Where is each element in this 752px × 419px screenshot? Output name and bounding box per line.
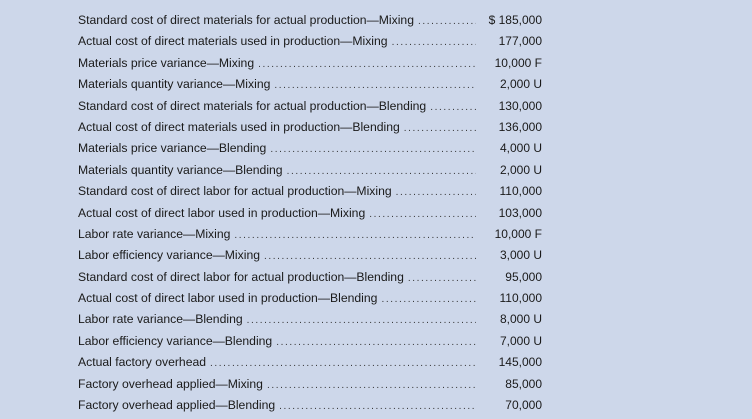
dot-leader: [264, 246, 476, 267]
row-label: Actual cost of direct materials used in …: [78, 119, 400, 134]
row-label: Factory overhead applied—Blending: [78, 398, 276, 413]
list-item: Labor efficiency variance—Blending 7,000 …: [78, 331, 542, 352]
row-amount: 130,000: [498, 98, 542, 113]
row-amount: 145,000: [498, 355, 542, 370]
row-label: Actual cost of direct materials used in …: [78, 34, 388, 49]
row-label: Standard cost of direct materials for ac…: [78, 13, 414, 27]
dot-leader: [287, 161, 476, 182]
row-label: Actual cost of direct labor used in prod…: [78, 291, 378, 306]
list-item: Standard cost of direct labor for actual…: [78, 267, 542, 288]
list-item: Standard cost of direct materials for ac…: [78, 96, 542, 117]
dot-leader: [381, 289, 476, 310]
row-label: Materials price variance—Blending: [78, 141, 267, 156]
row-amount: 4,000 U: [499, 141, 542, 156]
row-label: Materials quantity variance—Blending: [78, 162, 283, 177]
list-item: Factory overhead applied—Mixing 85,000: [78, 374, 542, 395]
row-amount: 10,000 F: [494, 226, 542, 241]
row-label: Labor rate variance—Blending: [78, 312, 243, 327]
row-amount: 103,000: [498, 205, 542, 220]
dot-leader: [430, 97, 476, 118]
row-label: Labor efficiency variance—Blending: [78, 333, 273, 348]
row-label: Standard cost of direct labor for actual…: [78, 269, 404, 284]
dot-leader: [210, 353, 476, 374]
row-amount: 3,000 U: [499, 248, 542, 263]
row-label: Factory overhead applied—Mixing: [78, 376, 263, 391]
row-amount: 110,000: [499, 184, 543, 199]
dot-leader: [392, 32, 476, 53]
row-amount: 136,000: [498, 119, 542, 134]
row-label: Actual factory overhead: [78, 355, 207, 370]
dot-leader: [396, 182, 476, 203]
row-amount: 2,000 U: [499, 77, 542, 92]
list-item: Actual cost of direct materials used in …: [78, 117, 542, 138]
row-amount: 8,000 U: [499, 312, 542, 327]
row-amount: 7,000 U: [499, 333, 542, 348]
dot-leader: [274, 75, 476, 96]
list-item: Actual cost of direct materials used in …: [78, 31, 542, 52]
row-amount: $ 185,000: [488, 13, 542, 27]
row-amount: 2,000 U: [499, 162, 542, 177]
list-item: Materials price variance—Mixing 10,000 F: [78, 53, 542, 74]
list-item: Materials price variance—Blending 4,000 U: [78, 138, 542, 159]
list-item: Actual cost of direct labor used in prod…: [78, 288, 542, 309]
row-label: Standard cost of direct materials for ac…: [78, 98, 427, 113]
list-item: Labor rate variance—Blending 8,000 U: [78, 309, 542, 330]
dot-leader: [258, 54, 476, 75]
row-label: Materials price variance—Mixing: [78, 55, 255, 70]
dot-leader: [408, 268, 476, 289]
row-amount: 85,000: [505, 376, 542, 391]
dot-leader: [234, 225, 476, 246]
dot-leader: [418, 11, 476, 32]
list-item: Standard cost of direct materials for ac…: [78, 10, 542, 31]
list-item: Materials quantity variance—Blending 2,00…: [78, 160, 542, 181]
dot-leader: [276, 332, 476, 353]
dot-leader: [270, 139, 476, 160]
cost-variance-list: Standard cost of direct materials for ac…: [78, 10, 542, 416]
list-item: Factory overhead applied—Blending 70,000: [78, 395, 542, 416]
list-item: Actual cost of direct labor used in prod…: [78, 203, 542, 224]
row-label: Materials quantity variance—Mixing: [78, 77, 271, 92]
row-amount: 110,000: [499, 291, 543, 306]
row-amount: 177,000: [498, 34, 542, 49]
list-item: Labor efficiency variance—Mixing 3,000 U: [78, 245, 542, 266]
row-label: Standard cost of direct labor for actual…: [78, 184, 392, 199]
list-item: Actual factory overhead 145,000: [78, 352, 542, 373]
dot-leader: [267, 375, 476, 396]
row-label: Labor efficiency variance—Mixing: [78, 248, 260, 263]
list-item: Materials quantity variance—Mixing 2,000 …: [78, 74, 542, 95]
row-label: Actual cost of direct labor used in prod…: [78, 205, 366, 220]
dot-leader: [279, 396, 476, 417]
row-amount: 95,000: [505, 269, 542, 284]
row-label: Labor rate variance—Mixing: [78, 226, 231, 241]
dot-leader: [247, 310, 476, 331]
row-amount: 10,000 F: [494, 55, 542, 70]
list-item: Standard cost of direct labor for actual…: [78, 181, 542, 202]
list-item: Labor rate variance—Mixing 10,000 F: [78, 224, 542, 245]
dot-leader: [404, 118, 476, 139]
dot-leader: [369, 204, 476, 225]
row-amount: 70,000: [505, 398, 542, 413]
